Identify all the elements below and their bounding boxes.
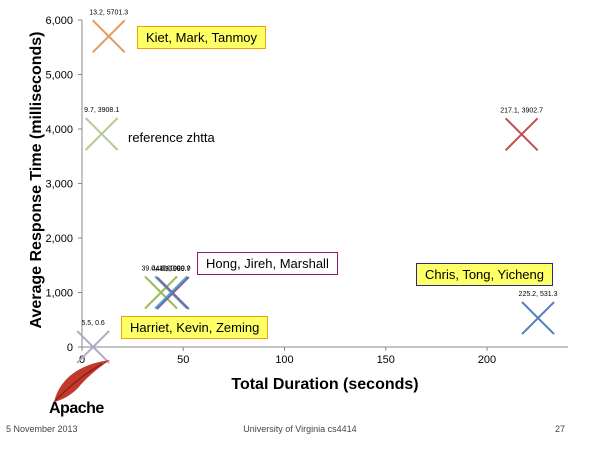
- x-tick-label: 100: [275, 354, 293, 366]
- data-label: 44.9, 989.7: [155, 266, 190, 273]
- data-point: [521, 301, 555, 335]
- tick-labels: 0 1,000 2,000 3,000 4,000 5,000 6,000 0 50 100 150…: [45, 15, 496, 366]
- point-labels: 13.2, 5701.3 9.7, 3908.1 217.1, 3902.7 39.0…: [81, 9, 557, 327]
- footer-page-number: 27: [555, 424, 566, 434]
- data-point-stroke: [84, 117, 119, 151]
- data-label: 217.1, 3902.7: [500, 107, 543, 114]
- axes: [78, 19, 568, 351]
- callout-harriet-kevin-zeming: Harriet, Kevin, Zeming: [121, 316, 269, 339]
- callout-hong-jireh-marshall: Hong, Jireh, Marshall: [197, 252, 338, 275]
- apache-feather-icon: [53, 360, 110, 403]
- data-point-stroke: [144, 275, 178, 310]
- data-point-stroke: [156, 276, 190, 310]
- y-tick-label: 0: [67, 342, 73, 354]
- callout-kiet-mark-tanmoy: Kiet, Mark, Tanmoy: [137, 26, 267, 49]
- x-tick-label: 200: [478, 354, 496, 366]
- callout-chris-tong-yicheng: Chris, Tong, Yicheng: [416, 263, 553, 286]
- footer-course: University of Virginia cs4414: [243, 424, 357, 434]
- y-tick-label: 2,000: [45, 233, 73, 245]
- data-label: 13.2, 5701.3: [89, 9, 128, 16]
- data-point: [92, 19, 126, 53]
- data-label: 5.5, 0.6: [81, 320, 104, 327]
- x-axis-title: Total Duration (seconds): [231, 376, 418, 393]
- y-tick-label: 5,000: [45, 70, 73, 82]
- data-label: 39.0, 1000.0: [142, 266, 181, 273]
- y-axis-title: Average Response Time (milliseconds): [28, 32, 45, 329]
- data-point: [504, 117, 539, 152]
- data-point: [156, 276, 190, 310]
- y-tick-label: 1,000: [45, 288, 73, 300]
- data-label: 225.2, 531.3: [519, 291, 558, 298]
- footer-date: 5 November 2013: [6, 424, 78, 434]
- data-point: [144, 275, 178, 310]
- x-tick-label: 0: [79, 354, 85, 366]
- x-tick-label: 150: [377, 354, 395, 366]
- data-points: [76, 19, 555, 364]
- x-tick-label: 50: [177, 354, 189, 366]
- data-point: [76, 330, 110, 364]
- data-point: [84, 117, 119, 151]
- data-point-stroke: [521, 301, 555, 335]
- data-point-stroke: [92, 19, 126, 53]
- data-point-stroke: [504, 117, 539, 152]
- apache-logo-text: Apache: [49, 400, 104, 417]
- data-label: 9.7, 3908.1: [84, 107, 119, 114]
- data-point-stroke: [76, 330, 110, 364]
- y-tick-label: 6,000: [45, 15, 73, 27]
- data-label: 44.0, 1000.0: [152, 266, 191, 273]
- y-tick-label: 4,000: [45, 124, 73, 136]
- y-tick-label: 3,000: [45, 179, 73, 191]
- callout-reference-zhtta: reference zhtta: [128, 130, 215, 145]
